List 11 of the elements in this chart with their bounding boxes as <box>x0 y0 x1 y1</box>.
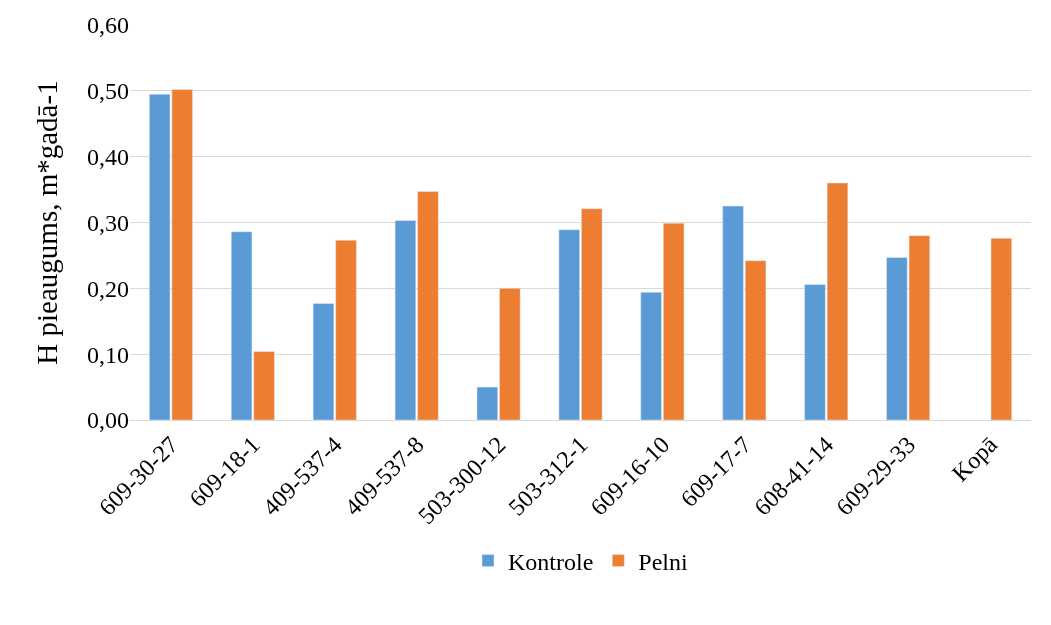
y-tick-label: 0,30 <box>87 209 129 236</box>
legend-label: Kontrole <box>508 548 594 575</box>
legend-label: Pelni <box>638 548 688 575</box>
y-tick-label: 0,60 <box>87 12 129 39</box>
y-axis-title: H pieaugums, m*gadā-1 <box>31 80 64 365</box>
y-tick-label: 0,20 <box>87 275 129 302</box>
y-tick-label: 0,10 <box>87 341 129 368</box>
y-tick-label: 0,50 <box>87 78 129 105</box>
y-tick-label: 0,40 <box>87 144 129 171</box>
y-tick-label: 0,00 <box>87 407 129 434</box>
bar <box>990 238 1012 420</box>
